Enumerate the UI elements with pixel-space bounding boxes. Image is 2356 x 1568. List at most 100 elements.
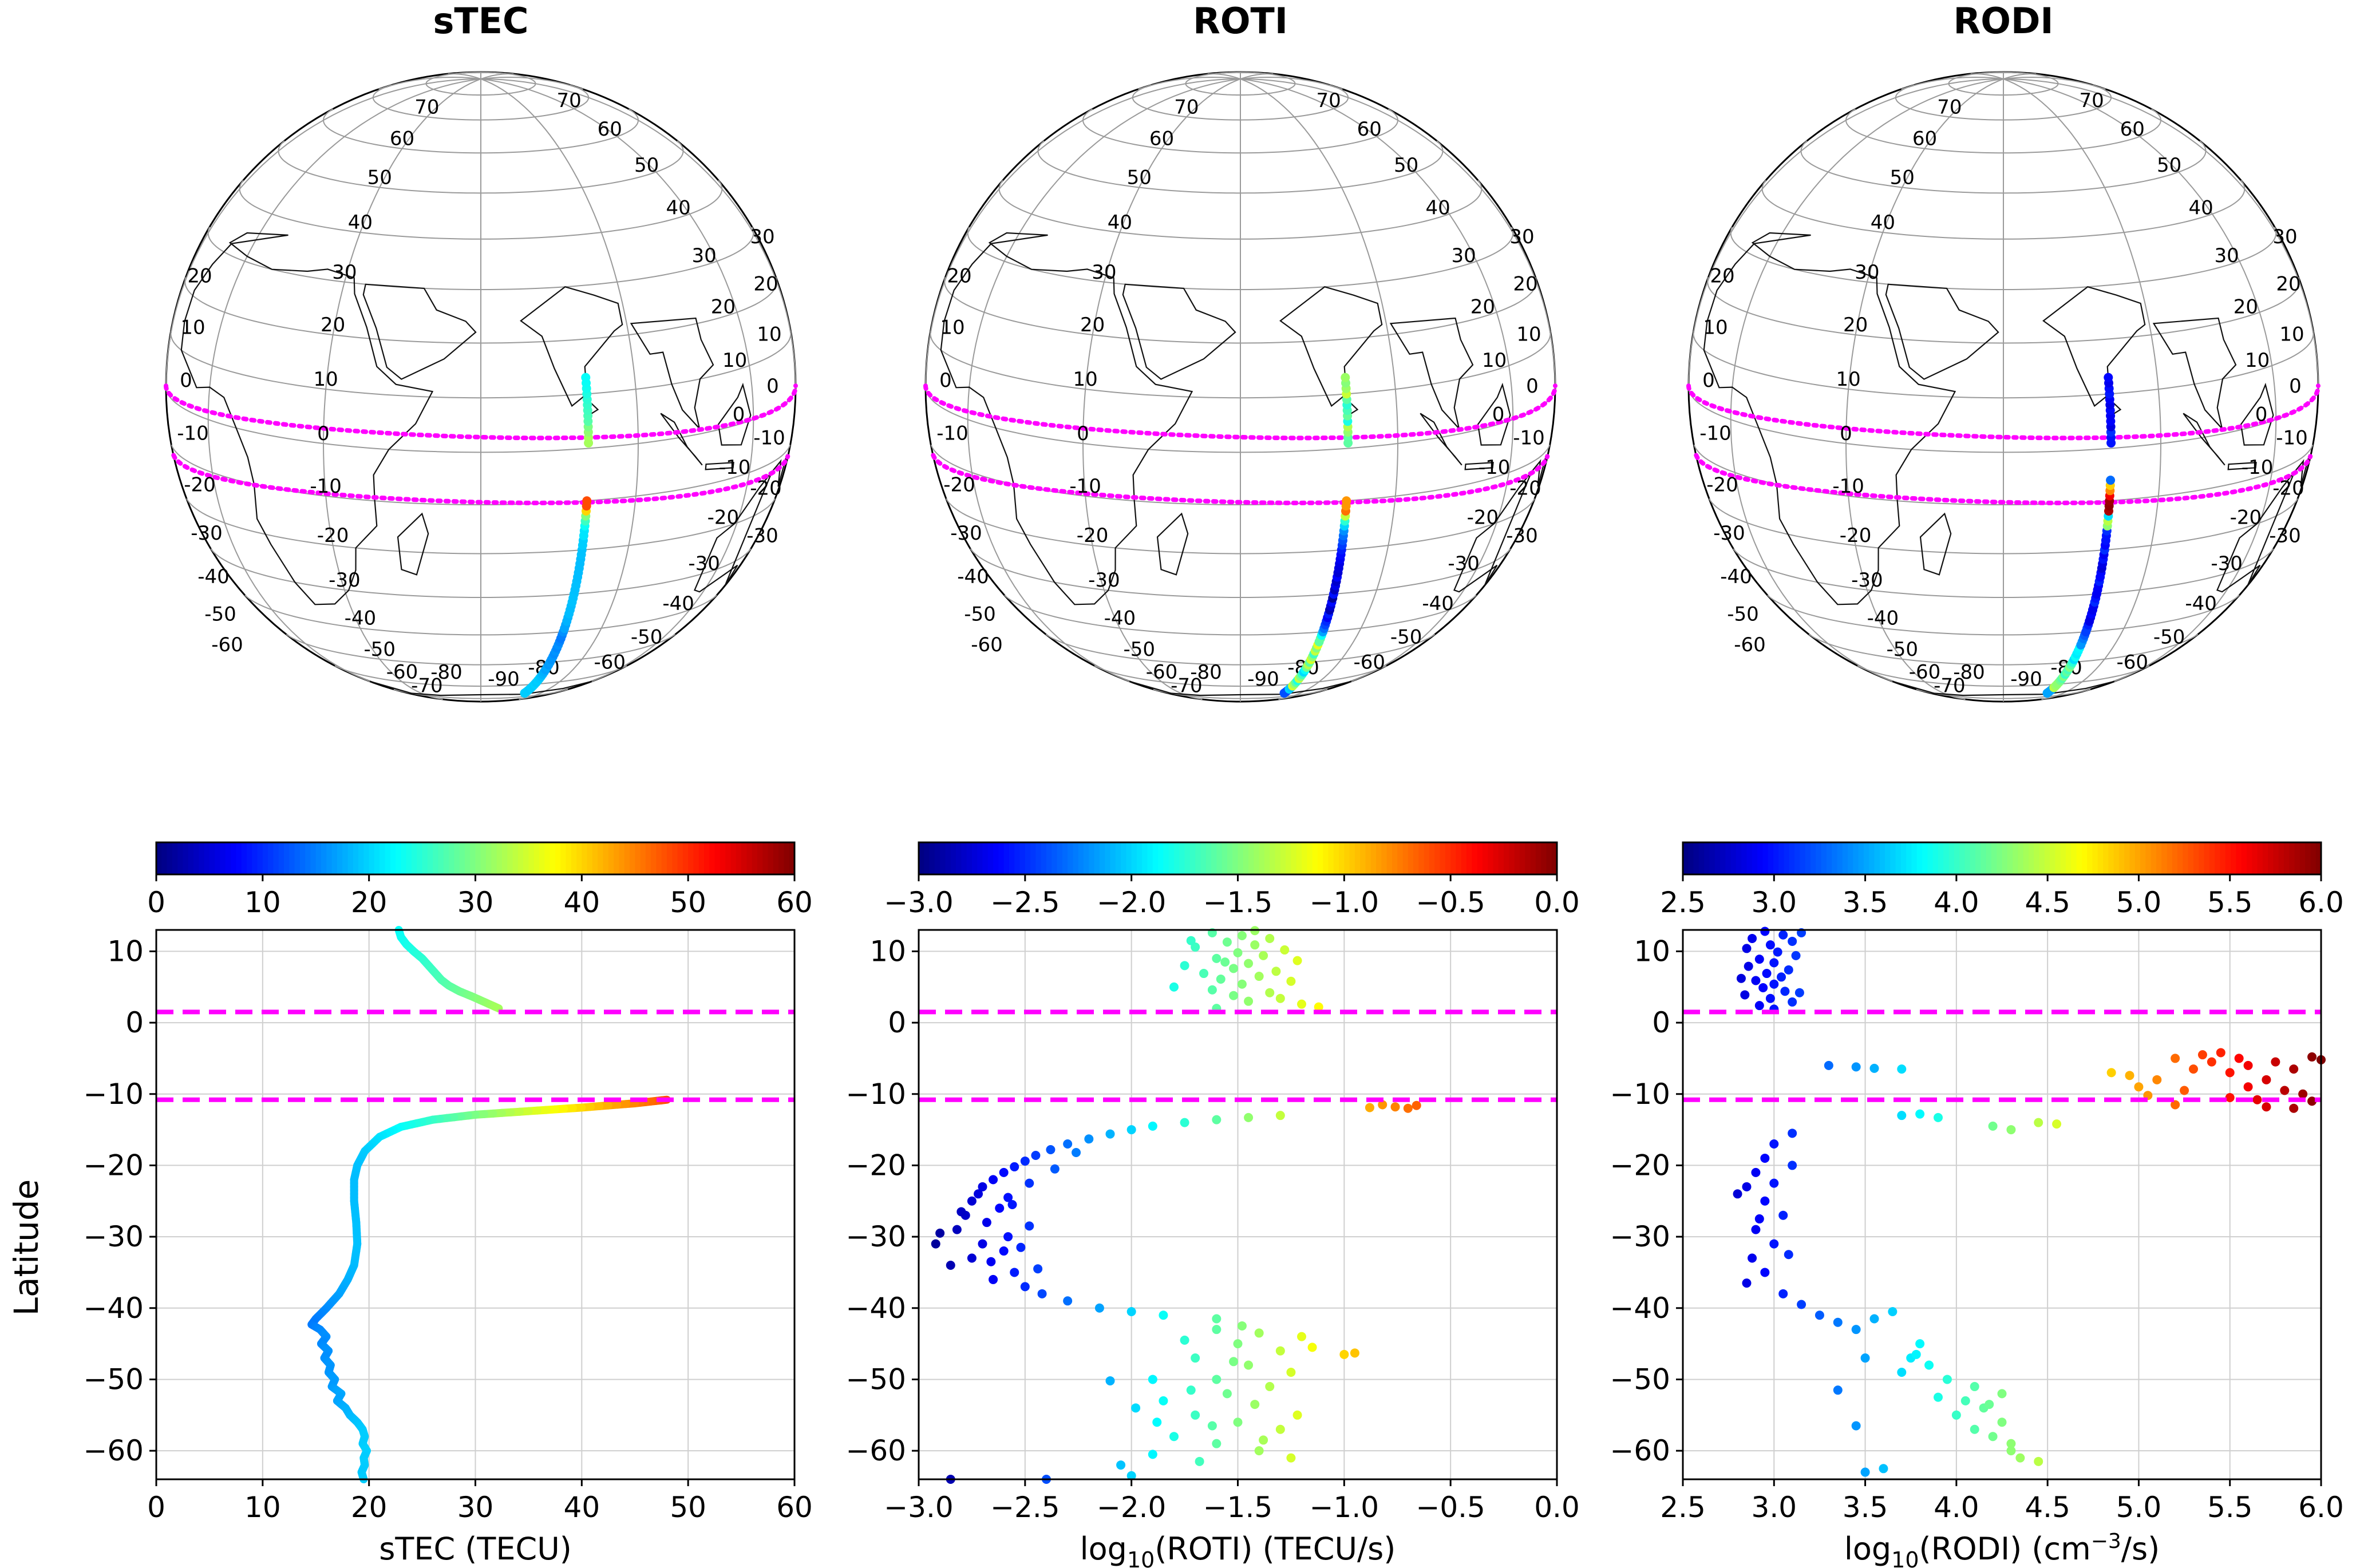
- coastline: [1129, 680, 1351, 696]
- data-point: [982, 1218, 991, 1228]
- colorbar-swatch: [1762, 842, 1769, 874]
- colorbar-swatch: [1826, 842, 1833, 874]
- y-tick-label: 0: [888, 1006, 906, 1039]
- data-point: [1851, 1062, 1861, 1072]
- coastline: [369, 680, 592, 696]
- globe-edge-label: -10: [1513, 427, 1545, 450]
- colorbar-swatch: [1986, 842, 1992, 874]
- x-axis-label-part: /s): [2121, 1531, 2160, 1567]
- data-point: [1760, 926, 1770, 936]
- colorbar-swatch: [209, 842, 216, 874]
- globe-lat-label: -40: [1867, 607, 1899, 630]
- colorbar-swatch: [1927, 842, 1934, 874]
- x-tick-label: 0.0: [1534, 1491, 1580, 1524]
- data-point: [1072, 1147, 1081, 1157]
- data-point: [999, 1167, 1009, 1177]
- globe-lat-label: 60: [1357, 118, 1382, 141]
- globe-lat-label: 0: [317, 422, 330, 445]
- data-point: [1365, 1103, 1374, 1112]
- colorbar-swatch: [1863, 842, 1870, 874]
- colorbar-swatch: [1778, 842, 1785, 874]
- data-point: [989, 1175, 998, 1185]
- data-point: [1748, 933, 1757, 943]
- colorbar-swatch: [183, 842, 189, 874]
- colorbar-swatch: [2145, 842, 2152, 874]
- colorbar-swatch: [961, 842, 967, 874]
- colorbar-swatch: [987, 842, 994, 874]
- colorbar-tick-label: 6.0: [2298, 886, 2344, 919]
- globe-track-point: [582, 496, 592, 506]
- data-point: [1020, 1282, 1030, 1292]
- data-point: [1105, 1376, 1115, 1385]
- colorbar-swatch: [656, 842, 662, 874]
- globe-lat-label: 10: [722, 349, 747, 372]
- x-axis-label-part: log: [1844, 1531, 1891, 1567]
- colorbar-swatch: [1057, 842, 1063, 874]
- colorbar-swatch: [1354, 842, 1361, 874]
- globe-edge-label: -60: [1734, 633, 1766, 656]
- globe-lat-label: -10: [1069, 475, 1101, 498]
- globe-lat-label: -60: [2116, 651, 2148, 674]
- colorbar-swatch: [1911, 842, 1918, 874]
- y-tick-label: −60: [1610, 1434, 1670, 1467]
- colorbar-swatch: [353, 842, 359, 874]
- colorbar-swatch: [2039, 842, 2045, 874]
- colorbar-swatch: [1752, 842, 1758, 874]
- globe-lat-label: 70: [414, 96, 439, 118]
- x-tick-label: −0.5: [1416, 1491, 1485, 1524]
- colorbar-swatch: [1205, 842, 1212, 874]
- colorbar-swatch: [1498, 842, 1505, 874]
- data-point: [1259, 951, 1268, 960]
- data-point: [1063, 1139, 1073, 1149]
- globe-lat-label: 30: [2215, 244, 2239, 267]
- data-point: [1212, 953, 1222, 963]
- y-tick-label: −30: [845, 1220, 906, 1253]
- y-tick-label: −60: [845, 1434, 906, 1467]
- data-point: [1788, 936, 1797, 946]
- meridian-line: [2003, 76, 2106, 90]
- globe-lat-label: -30: [1851, 569, 1883, 592]
- colorbar-swatch: [1832, 842, 1838, 874]
- colorbar-tick-label: −1.5: [1203, 886, 1272, 919]
- globe-lat-label: -10: [1832, 475, 1864, 498]
- colorbar-swatch: [1773, 842, 1780, 874]
- globe-lat-label: 10: [1836, 368, 1861, 391]
- colorbar-swatch: [438, 842, 444, 874]
- colorbar-swatch: [730, 842, 737, 874]
- colorbar-swatch: [698, 842, 705, 874]
- data-point: [1237, 979, 1247, 989]
- colorbar-swatch: [167, 842, 173, 874]
- data-point: [1212, 1439, 1222, 1448]
- colorbar-swatch: [390, 842, 397, 874]
- colorbar-swatch: [640, 842, 646, 874]
- plot-roti: −3.0 −2.5 −2.0 −1.5 −1.0 −0.5 0.0 10 0 −10 −20 −30 −…: [845, 926, 1580, 1568]
- data-point: [1788, 997, 1797, 1007]
- globe-track-point: [2104, 373, 2113, 382]
- colorbar-swatch: [1698, 842, 1705, 874]
- colorbar-swatch: [1546, 842, 1552, 874]
- data-point: [2180, 1086, 2189, 1095]
- x-axis-label-part: −3: [2091, 1530, 2121, 1553]
- globe-lat-label: 40: [666, 196, 690, 219]
- data-point: [1339, 1349, 1349, 1359]
- data-point: [956, 1207, 966, 1217]
- globe-lat-label: 60: [598, 118, 622, 141]
- colorbar-swatch: [1816, 842, 1822, 874]
- x-tick-label: 30: [457, 1491, 494, 1524]
- colorbar-swatch: [1200, 842, 1207, 874]
- colorbar-swatch: [1089, 842, 1095, 874]
- colorbar-swatch: [2294, 842, 2300, 874]
- data-point: [1244, 1112, 1254, 1122]
- colorbar-swatch: [1938, 842, 1944, 874]
- colorbar-swatch: [1730, 842, 1737, 874]
- x-tick-label: 3.0: [1752, 1491, 1797, 1524]
- data-point: [967, 1196, 977, 1206]
- colorbar-swatch: [752, 842, 758, 874]
- colorbar-swatch: [1312, 842, 1318, 874]
- colorbar-swatch: [507, 842, 513, 874]
- meridian-line: [480, 73, 514, 80]
- data-point: [1997, 1389, 2007, 1399]
- colorbar-swatch: [1376, 842, 1382, 874]
- coastline: [1279, 286, 1383, 407]
- data-point: [1275, 993, 1285, 1003]
